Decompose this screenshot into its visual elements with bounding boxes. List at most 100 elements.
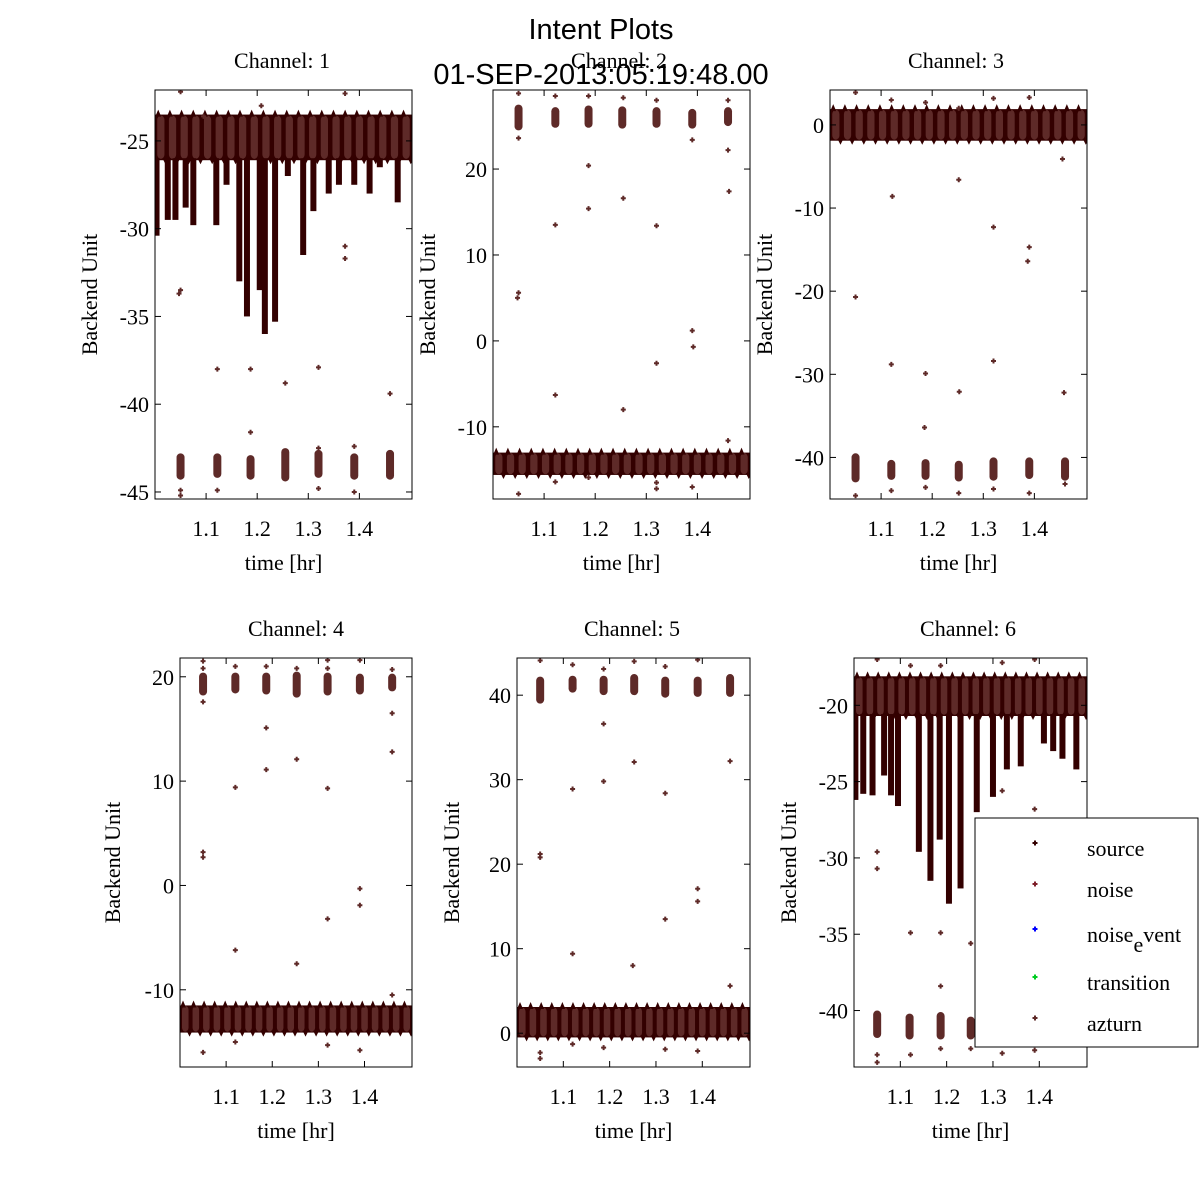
source-scan (274, 115, 282, 159)
y-tick-label: 20 (152, 665, 174, 690)
azturn-point (515, 295, 521, 301)
source-tooth (407, 1030, 412, 1037)
azturn-point (232, 1039, 238, 1045)
azturn-point (342, 91, 348, 97)
source-tooth (559, 1002, 566, 1010)
azturn-cluster (281, 448, 290, 482)
source-spike (272, 158, 279, 322)
source-scan (355, 115, 364, 159)
azturn-point (695, 1048, 701, 1054)
source-tooth (612, 1002, 619, 1010)
source-tooth (283, 109, 290, 117)
legend-label-rest: vent (1143, 922, 1181, 947)
plot-area (854, 658, 1087, 1065)
x-tick-label: 1.3 (305, 1084, 333, 1109)
source-tooth (697, 1002, 704, 1010)
x-tick-label: 1.2 (581, 516, 609, 541)
source-tooth (365, 1030, 372, 1037)
source-scan (717, 453, 725, 475)
panel-channel-3: 1.1 1.2 1.3 1.4 -40 -30 -20 -10 0 Channel: 3 time … (752, 48, 1088, 575)
source-tooth (907, 138, 914, 145)
legend-marker (1032, 840, 1038, 846)
source-tooth (534, 1035, 541, 1042)
x-tick-label: 1.3 (970, 516, 998, 541)
x-tick-label: 1.2 (243, 516, 271, 541)
panel-channel-2: 1.1 1.2 1.3 1.4 -10 0 10 20 Channel: 2 time [hr] B… (415, 48, 751, 575)
y-tick-label: 0 (500, 1021, 511, 1046)
source-tooth (671, 1035, 678, 1042)
azturn-point (689, 328, 695, 334)
source-spike (223, 158, 230, 185)
azturn-cluster (905, 1013, 914, 1040)
y-tick-label: -10 (145, 978, 174, 1003)
azturn-point (695, 898, 701, 904)
y-tick-label: -45 (120, 480, 149, 505)
source-scan (984, 109, 992, 140)
azturn-point (908, 663, 914, 669)
azturn-cluster (630, 674, 639, 696)
azturn-point (357, 1047, 363, 1053)
azturn-point (570, 951, 576, 957)
source-tooth (745, 1035, 750, 1042)
source-tooth (253, 1000, 260, 1008)
source-tooth (959, 671, 966, 679)
source-scan (192, 115, 200, 159)
azturn-cluster (726, 674, 735, 697)
azturn-point (325, 665, 331, 671)
azturn-point (908, 1052, 914, 1058)
source-tooth (906, 671, 913, 679)
source-scan (1065, 109, 1074, 140)
legend-box (974, 817, 1199, 1048)
source-spike (164, 158, 171, 220)
source-tooth (1001, 138, 1008, 145)
source-tooth (390, 1000, 397, 1008)
series-source (517, 1002, 750, 1042)
source-spike (243, 158, 250, 317)
azturn-cluster (314, 449, 323, 478)
azturn-point (874, 849, 880, 855)
source-tooth (539, 447, 546, 455)
source-scan (157, 115, 165, 159)
legend-entry-source: source (1032, 836, 1144, 861)
source-tooth (361, 158, 368, 165)
source-tooth (535, 472, 542, 479)
azturn-point (1026, 490, 1032, 496)
azturn-point (178, 487, 184, 493)
source-tooth (580, 1002, 587, 1010)
azturn-point (570, 1041, 576, 1047)
source-scan (379, 115, 387, 159)
azturn-point (922, 425, 928, 431)
source-tooth (917, 671, 924, 679)
y-tick-label: -30 (819, 846, 848, 871)
source-spike (1017, 713, 1024, 767)
source-tooth (703, 1035, 710, 1042)
source-spike (927, 713, 934, 881)
source-spike (945, 713, 952, 904)
azturn-point (570, 786, 576, 792)
source-tooth (608, 1035, 615, 1042)
azturn-point (516, 135, 522, 141)
azturn-point (727, 758, 733, 764)
legend-entry-noise-event: noiseevent (1032, 922, 1181, 957)
panel-title: Channel: 6 (920, 616, 1016, 641)
x-tick-label: 1.1 (550, 1084, 578, 1109)
source-tooth (970, 104, 977, 112)
plot-area (830, 90, 1087, 499)
source-tooth (1052, 104, 1059, 112)
source-spike (860, 713, 867, 794)
legend-marker (1032, 1015, 1038, 1021)
azturn-point (601, 666, 607, 672)
source-tooth (885, 671, 892, 679)
azturn-point (725, 97, 731, 103)
series-source (493, 447, 750, 479)
axes-frame (516, 657, 751, 1068)
source-tooth (1008, 713, 1015, 720)
source-scan (518, 453, 526, 475)
source-tooth (1012, 138, 1019, 145)
source-tooth (317, 1000, 324, 1008)
source-scan (215, 115, 223, 159)
source-tooth (923, 104, 930, 112)
azturn-point (586, 475, 592, 481)
azturn-point (357, 902, 363, 908)
azturn-point (200, 849, 206, 855)
